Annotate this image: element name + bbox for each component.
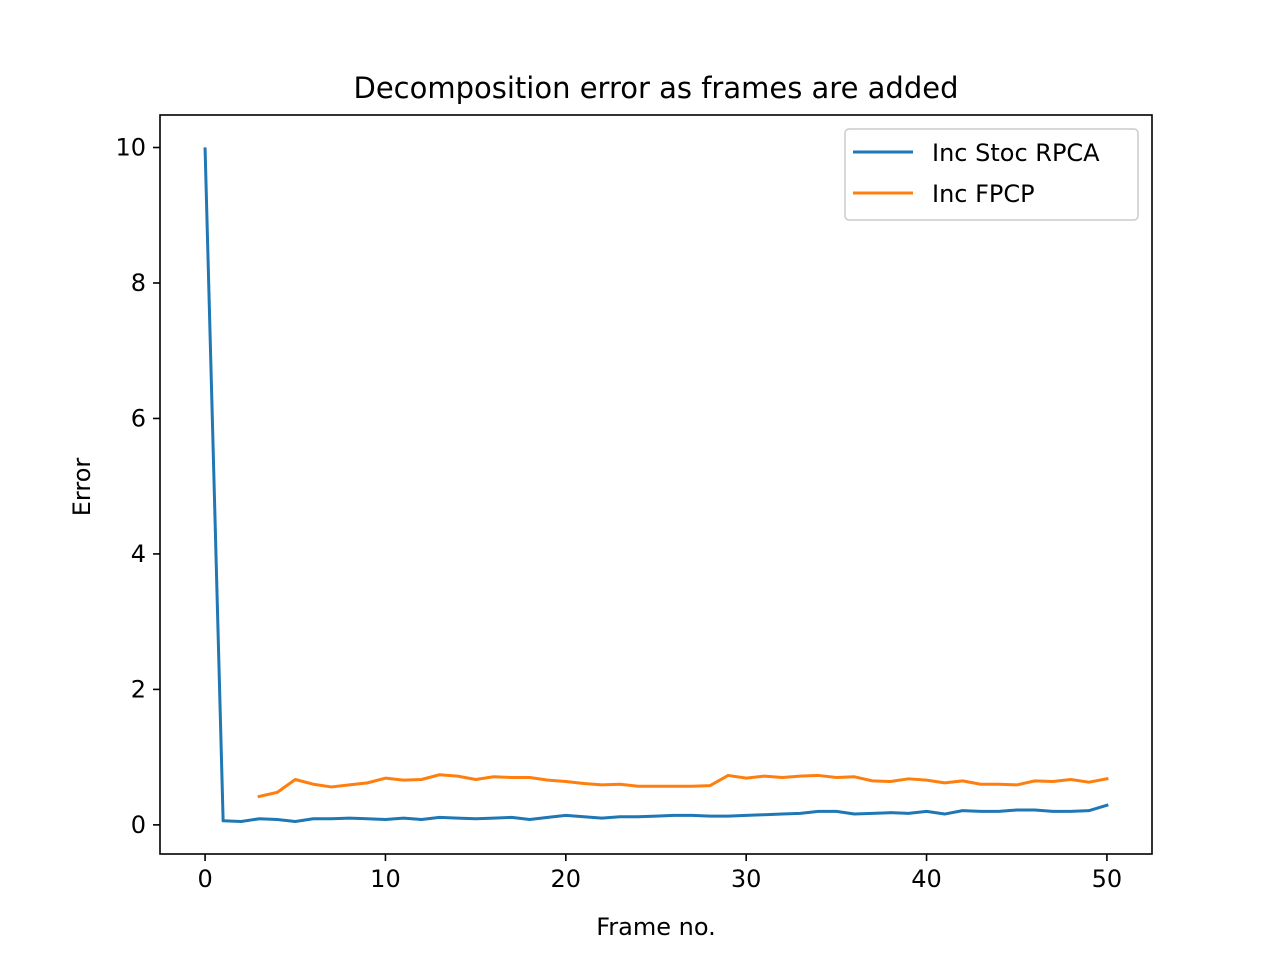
y-tick-label: 0: [131, 811, 146, 839]
x-tick-label: 40: [911, 865, 942, 893]
x-tick-label: 10: [370, 865, 401, 893]
chart-title: Decomposition error as frames are added: [354, 71, 959, 105]
series-layer: [203, 147, 1109, 823]
legend-label-inc-fpcp: Inc FPCP: [932, 180, 1035, 208]
y-tick-label: 10: [115, 134, 146, 162]
y-tick-label: 6: [131, 404, 146, 432]
y-axis-label: Error: [68, 458, 96, 517]
plot-area: [160, 115, 1152, 854]
legend-frame: [844, 128, 1139, 221]
series-line-inc-stoc-rpca: [203, 147, 1109, 823]
legend: Inc Stoc RPCA Inc FPCP: [844, 128, 1139, 221]
plot-background: [160, 115, 1152, 854]
legend-label-inc-stoc-rpca: Inc Stoc RPCA: [932, 139, 1100, 167]
series-line-inc-fpcp: [257, 773, 1109, 799]
x-tick-label: 20: [551, 865, 582, 893]
axes-layer: 0 10 20 30 40 50 0 2 4 6 8 10: [115, 114, 1153, 893]
y-tick-label: 4: [131, 540, 146, 568]
y-tick-label: 2: [131, 675, 146, 703]
y-tick-label: 8: [131, 269, 146, 297]
x-tick-label: 0: [197, 865, 212, 893]
axes-frame: [159, 114, 1153, 855]
x-tick-label: 50: [1092, 865, 1123, 893]
x-tick-label: 30: [731, 865, 762, 893]
x-axis-label: Frame no.: [596, 913, 716, 941]
